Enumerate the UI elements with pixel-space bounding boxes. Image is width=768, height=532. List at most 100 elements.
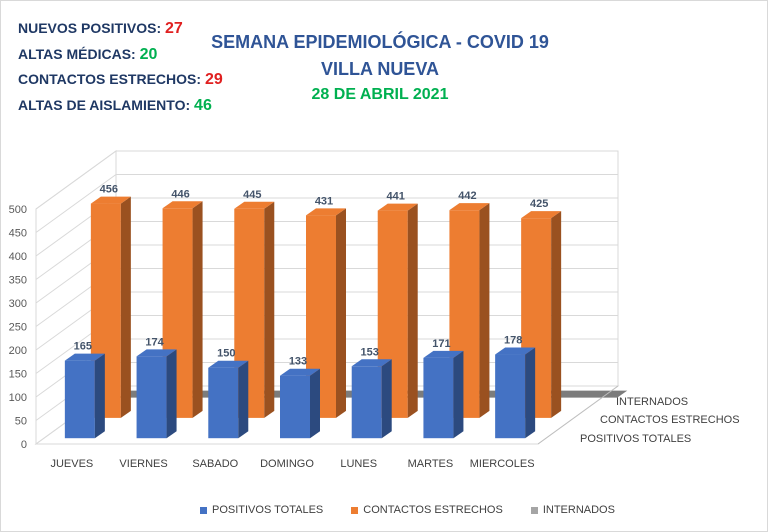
y-tick-label: 0 [21,439,27,451]
depth-axis-label: CONTACTOS ESTRECHOS [600,414,740,426]
x-tick-label: JUEVES [50,458,93,470]
legend-item-positivos: POSITIVOS TOTALES [200,504,323,516]
bar-top [449,203,490,211]
legend-label: INTERNADOS [542,504,615,516]
bar-top [64,353,105,361]
bar-side [166,349,177,439]
depth-axis-line [537,385,619,445]
data-label: 442 [458,190,476,202]
bar-positivos [136,356,167,439]
y-tick-label: 400 [9,251,27,263]
data-label: 165 [74,341,92,353]
x-tick-label: DOMINGO [260,458,314,470]
legend-item-internados: INTERNADOS [530,504,615,516]
bar-side [453,350,464,439]
stat-value: 27 [165,20,183,37]
legend-swatch [200,506,207,514]
bar-top [234,201,275,209]
data-label: 425 [530,198,548,210]
data-label: 178 [504,335,522,347]
data-label: 174 [145,336,164,348]
stat-nuevos-positivos: NUEVOS POSITIVOS: 27 [18,16,223,42]
bar-side [192,201,203,418]
bar-top [136,349,177,357]
bar-top [162,201,203,209]
bar-top [280,368,320,376]
x-tick-label: LUNES [340,458,377,470]
stat-label: ALTAS MÉDICAS: [18,45,136,62]
bar-top [521,211,562,219]
data-label: 133 [289,356,307,368]
legend-item-contactos: CONTACTOS ESTRECHOS [351,504,503,516]
legend-label: CONTACTOS ESTRECHOS [363,504,503,516]
stat-label: NUEVOS POSITIVOS: [18,20,162,36]
data-label: 153 [361,346,379,358]
y-tick-label: 300 [9,298,27,310]
bar-side [238,360,249,439]
chart-title: SEMANA EPIDEMIOLÓGICA - COVID 19 [211,32,549,52]
stats-panel: NUEVOS POSITIVOS: 27 ALTAS MÉDICAS: 20 C… [18,16,223,118]
stat-value: 29 [204,71,223,88]
y-tick-label: 200 [9,345,27,357]
data-label: 456 [100,184,118,196]
y-tick-label: 150 [9,369,27,381]
data-label: 446 [171,188,189,200]
y-tick-label: 450 [9,228,27,240]
y-tick-label: 100 [9,392,27,404]
legend-swatch [351,506,359,514]
chart-date: 28 DE ABRIL 2021 [311,86,449,103]
stat-value: 46 [194,96,212,114]
stat-value: 20 [139,45,158,63]
chart-legend: POSITIVOS TOTALES CONTACTOS ESTRECHOS IN… [200,504,615,516]
stat-altas-medicas: ALTAS MÉDICAS: 20 [18,42,223,68]
bar-side [310,368,320,439]
stat-contactos-estrechos: CONTACTOS ESTRECHOS: 29 [18,67,223,93]
bar-top [306,208,346,216]
y-tick-label: 350 [9,275,27,287]
bar-positivos [495,354,526,439]
bar-positivos [351,366,382,439]
gridline [35,174,618,233]
bar-side [525,347,536,439]
stat-label: CONTACTOS ESTRECHOS: [18,71,202,87]
bar-top [495,347,536,355]
data-label: 441 [387,191,405,203]
bar-side [94,353,105,439]
bar-positivos [280,375,310,439]
bar-side [120,196,131,418]
bar-side [407,203,418,418]
gridline [35,150,618,210]
data-label: 171 [432,338,450,350]
bar-top [90,196,131,204]
legend-swatch [530,506,538,514]
chart-subtitle: VILLA NUEVA [320,59,439,79]
y-tick-label: 250 [9,322,27,334]
bar-top [208,360,249,368]
bar-positivos [208,367,239,439]
data-label: 431 [315,195,333,207]
depth-axis-label: POSITIVOS TOTALES [580,433,691,445]
bar-positivos [423,357,454,439]
data-label: 150 [217,348,235,360]
depth-axis-label: INTERNADOS [616,396,688,408]
bar-top [377,203,418,211]
x-tick-label: SABADO [192,458,238,470]
bar-top [423,350,464,358]
x-tick-label: VIERNES [119,458,167,470]
data-label: 445 [243,189,261,201]
x-tick-label: MARTES [408,458,454,470]
bar-internados [549,390,628,398]
bar-positivos [64,360,95,439]
stat-altas-aislamiento: ALTAS DE AISLAMIENTO: 46 [18,93,223,119]
bar-side [479,203,490,418]
bar-side [551,211,562,418]
x-tick-label: MIERCOLES [470,458,535,470]
stat-label: ALTAS DE AISLAMIENTO: [18,96,191,113]
bar-top [351,359,392,367]
bar-side [336,208,346,418]
y-tick-label: 50 [15,416,27,428]
y-tick-label: 500 [9,204,27,216]
bar-side [264,201,275,418]
bar-side [381,359,392,439]
